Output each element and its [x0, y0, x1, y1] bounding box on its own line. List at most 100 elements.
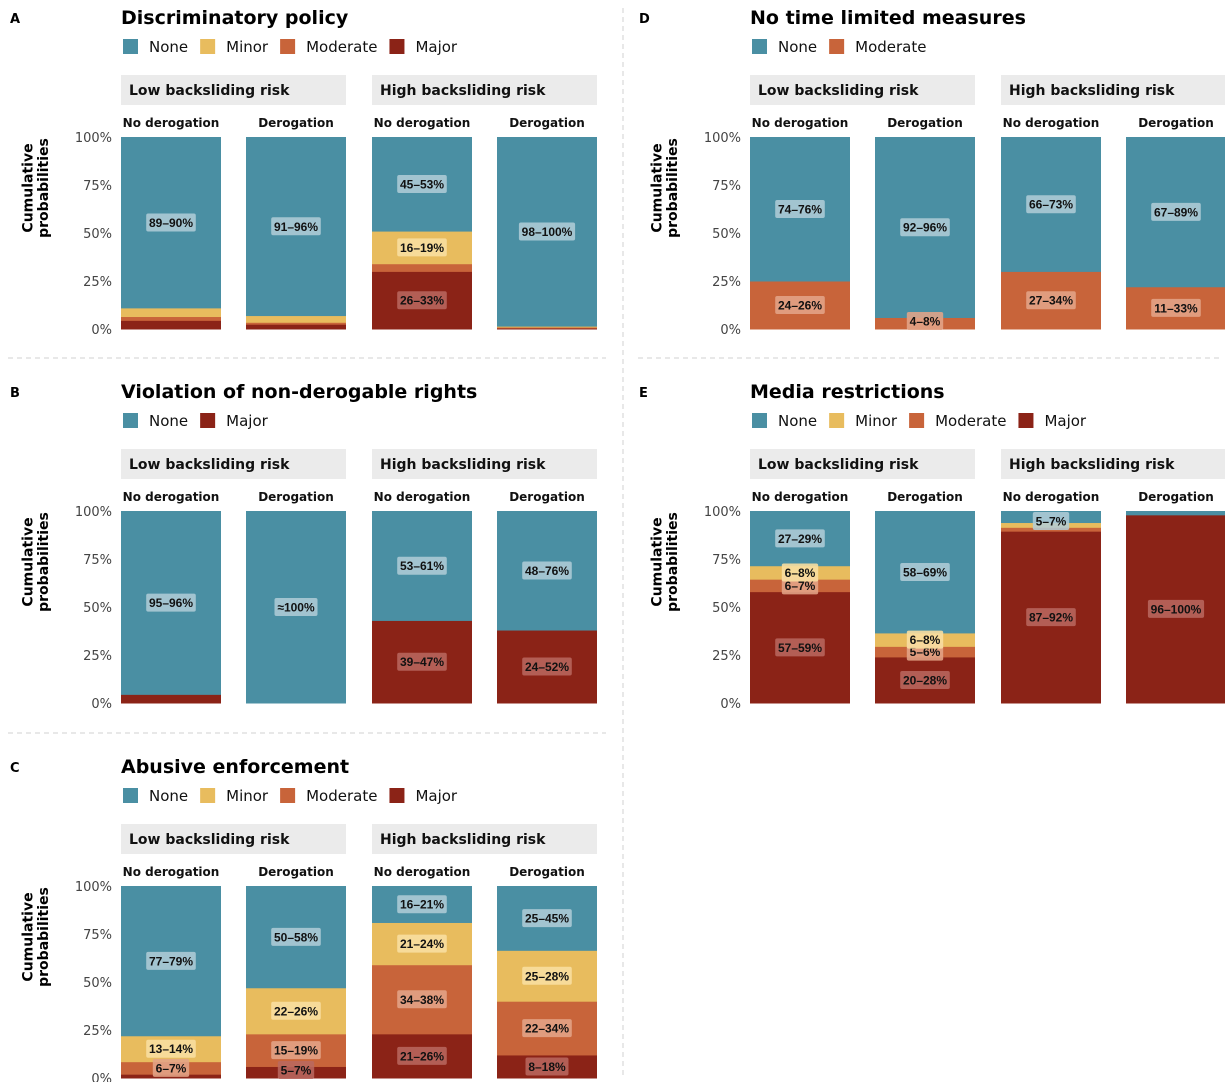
value-badge: [775, 529, 825, 548]
y-axis-label-line: probabilities: [36, 138, 52, 238]
value-label: 77–79%: [149, 954, 193, 968]
value-label: 24–26%: [778, 299, 822, 313]
stacked-bar: 20–28%5–6%6–8%58–69%: [875, 511, 975, 704]
value-label: 5–7%: [1036, 515, 1067, 529]
stacked-bar: 39–47% 53–61%: [372, 511, 472, 704]
bar-label: No derogation: [374, 865, 471, 879]
value-badge: [906, 312, 944, 330]
stacked-bar: 91–96%: [246, 137, 346, 330]
value-label: 6–7%: [156, 1061, 187, 1075]
y-axis-label-line: Cumulative: [21, 892, 37, 981]
legend-swatch-none: [123, 788, 138, 803]
facet-strip: [372, 75, 597, 105]
value-label: 11–33%: [1154, 301, 1198, 315]
legend-swatch-none: [123, 413, 138, 428]
value-label: 22–26%: [274, 1004, 318, 1018]
bar-label: Derogation: [509, 116, 585, 130]
y-tick-label: 50%: [83, 227, 112, 242]
facet-strip: [121, 824, 346, 854]
value-badge: [146, 593, 196, 612]
y-tick-label: 100%: [75, 880, 112, 895]
panel-title: Abusive enforcement: [121, 756, 349, 778]
value-badge: [775, 638, 825, 657]
legend-swatch-none: [752, 413, 767, 428]
bar-label: Derogation: [258, 116, 334, 130]
y-tick-label: 75%: [83, 928, 112, 943]
value-label: 16–19%: [400, 241, 444, 255]
value-label: 6–7%: [785, 579, 816, 593]
value-badge: [271, 1001, 321, 1020]
y-tick-label: 75%: [712, 553, 741, 568]
value-label: 91–96%: [274, 220, 318, 234]
stacked-bar: 5–7% 15–19% 22–26% 50–58%: [246, 886, 346, 1079]
value-label: 6–8%: [910, 633, 941, 647]
facet-strip: [1001, 449, 1225, 479]
value-badge: [397, 652, 447, 671]
facet-strip: [750, 449, 975, 479]
value-label: 8–18%: [528, 1060, 566, 1074]
stacked-bar: 21–26% 34–38% 21–24% 16–21%: [372, 886, 472, 1079]
legend-label: Major: [415, 38, 457, 56]
legend-label: Moderate: [306, 787, 377, 805]
bar-label: Derogation: [258, 865, 334, 879]
value-label: 39–47%: [400, 655, 444, 669]
bar-label: Derogation: [258, 490, 334, 504]
value-label: 15–19%: [274, 1044, 318, 1058]
legend-swatch-major: [1018, 413, 1034, 428]
value-badge: [277, 1061, 315, 1079]
panel-d: D No time limited measures None Moderate Low…: [639, 7, 1225, 338]
value-badge: [522, 909, 572, 928]
y-tick-label: 100%: [75, 131, 112, 146]
facet-strip-label: Low backsliding risk: [758, 457, 919, 473]
legend-label: Minor: [855, 412, 898, 430]
value-label: 6–8%: [785, 566, 816, 580]
stacked-bar: 26–33% 16–19% 45–53%: [372, 137, 472, 330]
bar-label: Derogation: [887, 490, 963, 504]
stacked-bar: 11–33% 67–89%: [1126, 137, 1225, 330]
panel-letter: C: [10, 761, 20, 776]
stacked-bar: 87–92% 5–7%: [1001, 511, 1101, 704]
facet-strip-label: High backsliding risk: [380, 457, 546, 473]
value-badge: [1151, 298, 1201, 317]
value-label: 24–52%: [525, 660, 569, 674]
y-tick-label: 0%: [91, 1072, 112, 1082]
legend-swatch-none: [752, 39, 767, 54]
value-label: 45–53%: [400, 178, 444, 192]
legend-label: Moderate: [935, 412, 1006, 430]
y-axis-label-line: Cumulative: [21, 517, 37, 606]
bar-label: No derogation: [752, 116, 849, 130]
stacked-bar: 57–59% 6–7%6–8% 27–29%: [750, 511, 850, 704]
stacked-bar: ≈100%: [246, 511, 346, 704]
bar-segment-minor: [121, 307, 221, 318]
legend-label: Moderate: [306, 38, 377, 56]
y-axis-label: Cumulativeprobabilities: [650, 138, 681, 238]
legend-label: Minor: [226, 38, 269, 56]
stacked-bar: 95–96%: [121, 511, 221, 704]
bar-segment-moderate: [497, 327, 597, 329]
legend-label: Major: [415, 787, 457, 805]
facet-strip-label: Low backsliding risk: [129, 83, 290, 99]
bar-segment-major: [246, 324, 346, 330]
value-badge: [906, 630, 944, 649]
legend-label: None: [149, 787, 188, 805]
value-label: 4–8%: [910, 315, 941, 329]
bar-segment-moderate: [246, 322, 346, 325]
y-axis-label-line: probabilities: [36, 887, 52, 987]
legend-label: None: [149, 412, 188, 430]
legend-swatch-major: [200, 413, 216, 428]
panel-letter: D: [639, 12, 650, 27]
value-badge: [397, 990, 447, 1009]
facet-strip: [372, 449, 597, 479]
value-badge: [522, 1019, 572, 1038]
facet-strip-label: Low backsliding risk: [129, 457, 290, 473]
facet-strip-label: High backsliding risk: [380, 83, 546, 99]
facet-strip-label: High backsliding risk: [380, 832, 546, 848]
value-badge: [518, 222, 576, 241]
value-badge: [525, 1057, 569, 1076]
stacked-bar: 27–34% 66–73%: [1001, 137, 1101, 330]
bar-label: No derogation: [123, 490, 220, 504]
value-badge: [274, 598, 318, 616]
y-tick-label: 0%: [91, 697, 112, 712]
value-label: 34–38%: [400, 993, 444, 1007]
